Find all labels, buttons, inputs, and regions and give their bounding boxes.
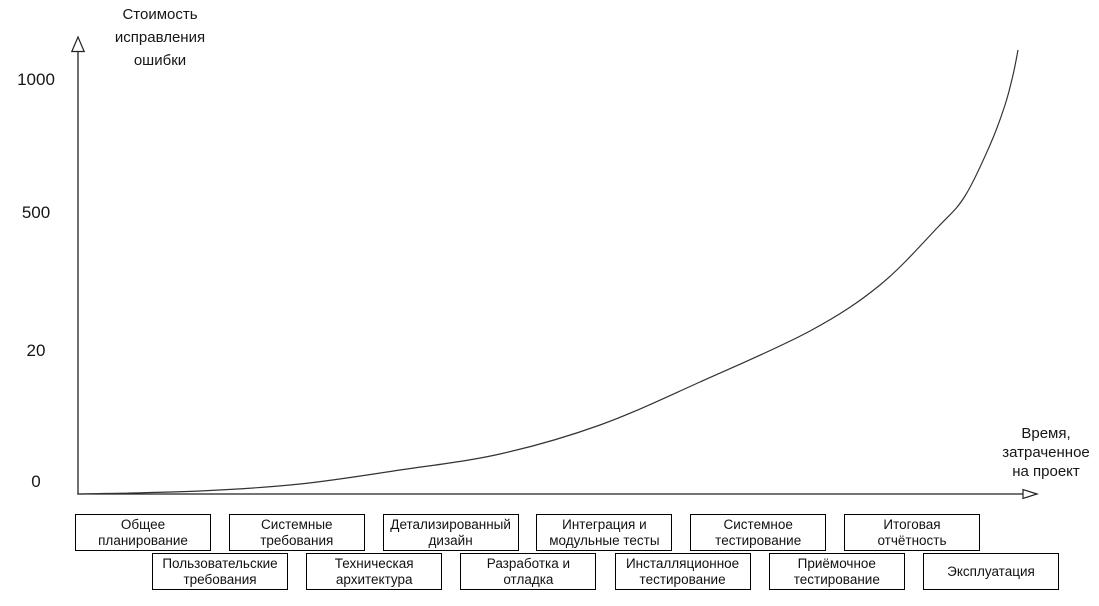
y-axis-arrow-icon: [70, 35, 86, 53]
y-tick-label: 1000: [17, 70, 55, 89]
phase-box: Приёмочное тестирование: [768, 553, 905, 590]
cost-curve: [79, 49, 1019, 495]
phase-box-label: Приёмочное тестирование: [793, 556, 880, 587]
phase-box: Системные требования: [228, 514, 365, 551]
phase-box-label: Пользовательские требования: [162, 556, 278, 587]
phase-box-label: Общее планирование: [98, 517, 188, 548]
y-axis-title: Стоимость исправления ошибки: [114, 6, 206, 69]
phase-box: Системное тестирование: [690, 514, 827, 551]
phase-box-label: Системное тестирование: [715, 517, 802, 548]
phase-box: Интеграция и модульные тесты: [536, 514, 673, 551]
y-tick-label: 20: [26, 341, 46, 360]
y-tick-label: 0: [31, 472, 41, 491]
y-tick-label: 500: [21, 203, 51, 222]
phase-box-label: Детализированный дизайн: [390, 517, 511, 548]
phase-box-label: Инсталляционное тестирование: [625, 556, 740, 587]
phase-box-label: Техническая архитектура: [334, 556, 414, 587]
phase-box: Итоговая отчётность: [844, 514, 980, 551]
phase-box-label: Итоговая отчётность: [877, 517, 947, 548]
phase-box: Общее планирование: [75, 514, 211, 551]
x-axis-title: Время, затраченное на проект: [1002, 425, 1090, 480]
phase-box-label: Эксплуатация: [947, 563, 1035, 579]
phase-box-label: Интеграция и модульные тесты: [549, 517, 660, 548]
phase-box: Инсталляционное тестирование: [614, 553, 751, 590]
phase-box: Разработка и отладка: [460, 553, 597, 590]
phase-box: Пользовательские требования: [152, 553, 288, 590]
x-axis-arrow-icon: [1022, 488, 1040, 500]
phase-box-label: Разработка и отладка: [486, 556, 571, 587]
phase-box: Детализированный дизайн: [382, 514, 519, 551]
phase-box: Эксплуатация: [923, 553, 1059, 590]
phase-box: Техническая архитектура: [306, 553, 443, 590]
phase-box-label: Системные требования: [260, 517, 334, 548]
